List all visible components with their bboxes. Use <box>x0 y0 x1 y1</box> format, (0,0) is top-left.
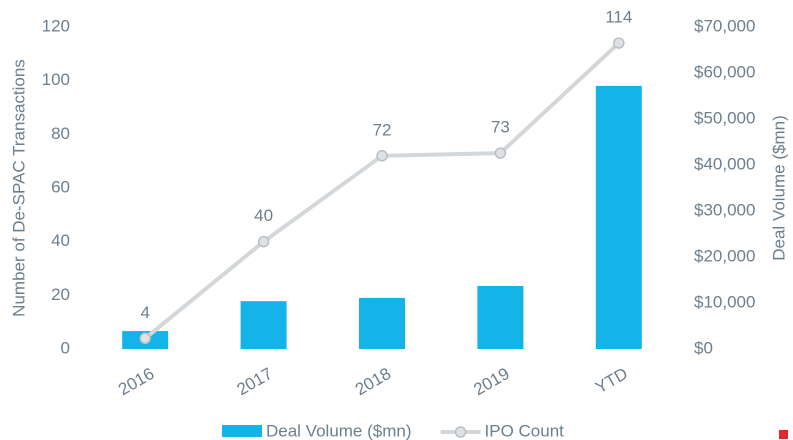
y2-tick-label: $60,000 <box>694 62 755 81</box>
data-label: 4 <box>140 303 149 322</box>
y-tick-label: 100 <box>42 70 70 89</box>
data-label: 114 <box>605 8 632 27</box>
y2-tick-label: $70,000 <box>694 16 755 35</box>
y2-tick-label: $0 <box>694 338 713 357</box>
x-tick-label: 2019 <box>470 364 512 399</box>
legend-swatch <box>454 426 467 438</box>
y2-tick-label: $40,000 <box>694 154 755 173</box>
y2-tick-label: $10,000 <box>694 292 755 311</box>
bar <box>477 285 524 349</box>
line-marker <box>494 147 507 159</box>
y-tick-label: 80 <box>51 124 70 143</box>
bar <box>359 297 405 349</box>
line-marker <box>376 150 388 162</box>
y-tick-label: 0 <box>61 338 70 357</box>
data-label: 40 <box>254 206 273 225</box>
data-label: 73 <box>491 118 510 137</box>
y2-tick-label: $30,000 <box>694 200 755 219</box>
y-tick-label: 40 <box>51 231 70 250</box>
y2-axis-title: Deal Volume ($mn) <box>769 115 788 261</box>
x-tick-label: YTD <box>592 364 631 397</box>
line-marker <box>257 235 270 248</box>
x-tick-label: 2016 <box>115 364 157 399</box>
y-tick-label: 120 <box>42 16 70 35</box>
line-marker <box>139 332 151 345</box>
legend-label: Deal Volume ($mn) <box>266 421 412 440</box>
bar <box>595 85 642 349</box>
bar <box>240 301 287 349</box>
decoration <box>779 430 788 439</box>
y2-tick-label: $20,000 <box>694 246 755 265</box>
x-tick-label: 2018 <box>352 364 394 399</box>
line <box>143 41 621 340</box>
y-tick-label: 60 <box>51 177 70 196</box>
y2-tick-label: $50,000 <box>694 108 755 127</box>
y-tick-label: 20 <box>51 285 70 304</box>
x-tick-label: 2017 <box>234 364 276 399</box>
legend-label: IPO Count <box>485 421 565 440</box>
line-marker <box>613 37 625 49</box>
y-axis-title: Number of De-SPAC Transactions <box>9 59 28 317</box>
legend-swatch <box>222 425 262 437</box>
data-label: 72 <box>373 120 392 139</box>
